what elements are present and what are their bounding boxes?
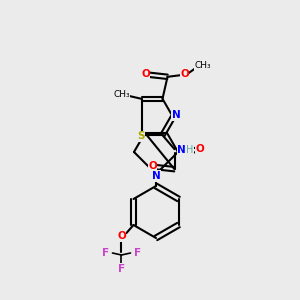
Text: N: N <box>152 171 160 181</box>
Text: O: O <box>117 231 126 241</box>
Text: F: F <box>134 248 141 258</box>
Text: N: N <box>177 145 186 155</box>
Text: O: O <box>141 69 150 79</box>
Text: CH₃: CH₃ <box>113 90 130 99</box>
Text: O: O <box>180 69 189 79</box>
Text: F: F <box>102 248 109 258</box>
Text: F: F <box>118 264 125 274</box>
Text: O: O <box>196 144 204 154</box>
Text: CH₃: CH₃ <box>194 61 211 70</box>
Text: N: N <box>172 110 180 120</box>
Text: S: S <box>137 131 144 141</box>
Text: H: H <box>186 145 193 155</box>
Text: O: O <box>148 161 157 171</box>
